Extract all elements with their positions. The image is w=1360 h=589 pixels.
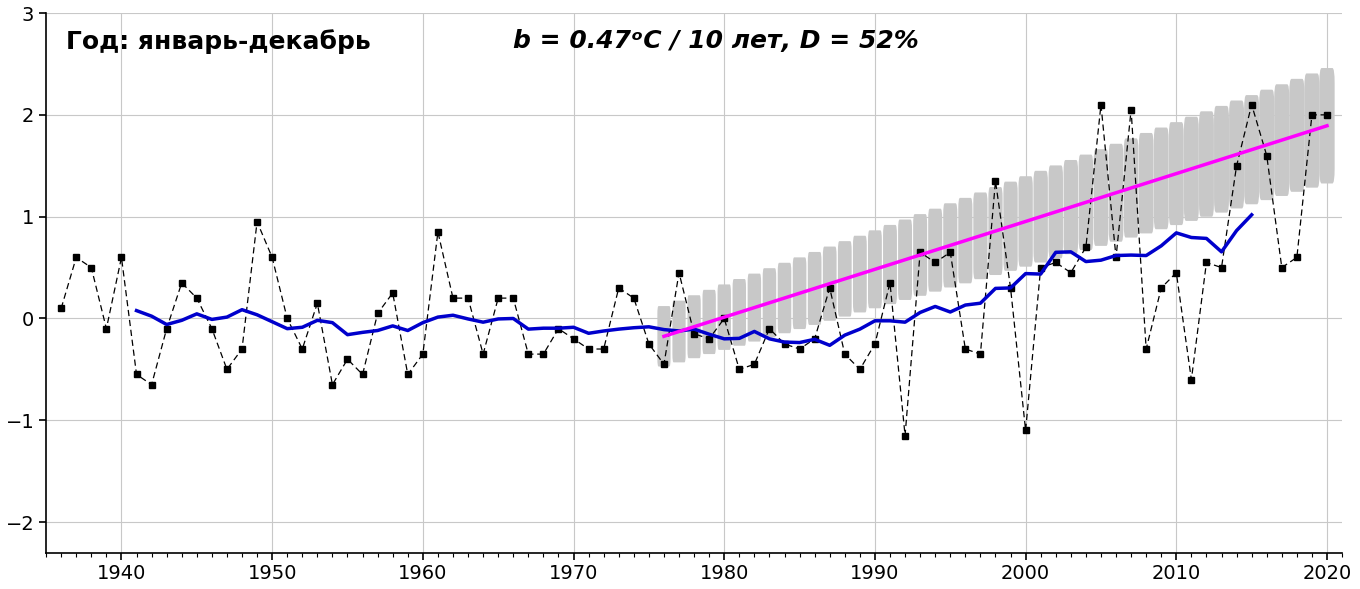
FancyBboxPatch shape (778, 263, 792, 333)
FancyBboxPatch shape (898, 220, 913, 300)
FancyBboxPatch shape (672, 300, 685, 362)
FancyBboxPatch shape (1108, 144, 1123, 241)
FancyBboxPatch shape (763, 268, 777, 337)
FancyBboxPatch shape (1304, 74, 1319, 188)
FancyBboxPatch shape (838, 241, 851, 317)
FancyBboxPatch shape (913, 214, 928, 296)
FancyBboxPatch shape (1319, 68, 1334, 184)
FancyBboxPatch shape (1123, 138, 1138, 237)
FancyBboxPatch shape (657, 306, 670, 366)
FancyBboxPatch shape (793, 257, 806, 329)
FancyBboxPatch shape (974, 193, 987, 279)
FancyBboxPatch shape (959, 198, 972, 283)
FancyBboxPatch shape (1093, 149, 1108, 246)
FancyBboxPatch shape (1168, 122, 1183, 225)
FancyBboxPatch shape (1185, 117, 1198, 221)
FancyBboxPatch shape (733, 279, 747, 346)
FancyBboxPatch shape (1064, 160, 1078, 254)
FancyBboxPatch shape (1274, 84, 1289, 196)
FancyBboxPatch shape (1138, 133, 1153, 233)
FancyBboxPatch shape (1200, 111, 1214, 217)
FancyBboxPatch shape (1289, 79, 1304, 192)
FancyBboxPatch shape (1019, 176, 1032, 267)
FancyBboxPatch shape (823, 247, 836, 321)
FancyBboxPatch shape (687, 295, 700, 358)
FancyBboxPatch shape (1049, 166, 1064, 259)
FancyBboxPatch shape (928, 209, 942, 292)
FancyBboxPatch shape (1153, 128, 1168, 229)
FancyBboxPatch shape (718, 284, 730, 350)
FancyBboxPatch shape (989, 187, 1002, 275)
FancyBboxPatch shape (1078, 154, 1093, 250)
FancyBboxPatch shape (703, 290, 715, 354)
FancyBboxPatch shape (1004, 181, 1017, 271)
FancyBboxPatch shape (868, 230, 881, 308)
FancyBboxPatch shape (1244, 95, 1259, 204)
Text: Год: январь-декабрь: Год: январь-декабрь (65, 29, 370, 54)
FancyBboxPatch shape (1214, 106, 1229, 213)
FancyBboxPatch shape (808, 252, 821, 325)
FancyBboxPatch shape (748, 274, 762, 342)
FancyBboxPatch shape (1229, 101, 1244, 209)
FancyBboxPatch shape (853, 236, 866, 312)
FancyBboxPatch shape (883, 225, 898, 304)
FancyBboxPatch shape (1034, 171, 1047, 263)
FancyBboxPatch shape (944, 203, 957, 287)
FancyBboxPatch shape (1259, 90, 1274, 200)
Text: b = 0.47ᵒC / 10 лет, D = 52%: b = 0.47ᵒC / 10 лет, D = 52% (513, 29, 918, 53)
